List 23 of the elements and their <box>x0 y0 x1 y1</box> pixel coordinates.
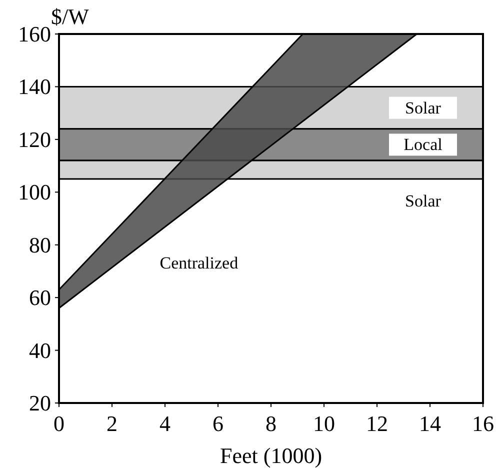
x-tick-label: 2 <box>106 411 118 436</box>
x-tick-label: 16 <box>472 411 494 436</box>
annotation: Centralized <box>160 253 239 272</box>
y-tick-label: 140 <box>18 74 51 100</box>
y-tick-label: 80 <box>29 232 51 258</box>
x-tick-label: 0 <box>54 411 64 436</box>
y-tick-label: 100 <box>18 180 51 205</box>
x-tick-label: 10 <box>313 411 335 436</box>
x-axis-title: Feet (1000) <box>220 443 322 468</box>
y-axis-title: $/W <box>51 4 90 29</box>
y-tick-label: 160 <box>18 22 51 46</box>
x-tick-label: 8 <box>266 411 276 436</box>
y-tick-label: 60 <box>29 285 51 310</box>
x-tick-label: 6 <box>212 411 224 436</box>
x-tick-label: 14 <box>419 411 441 436</box>
x-tick-label: 4 <box>160 411 170 436</box>
y-tick-label: 120 <box>18 126 51 152</box>
y-tick-label: 20 <box>29 390 51 416</box>
x-tick-label: 12 <box>366 411 388 436</box>
band-label: Local <box>404 135 443 154</box>
band-label: Solar <box>405 191 442 210</box>
y-tick-label: 40 <box>29 338 51 363</box>
band-label: Solar <box>405 98 442 118</box>
